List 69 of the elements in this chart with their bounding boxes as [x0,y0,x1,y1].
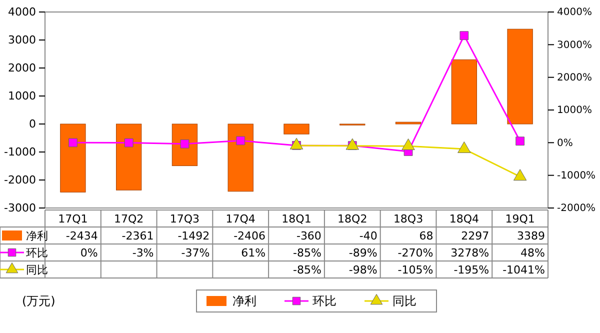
point [236,136,246,146]
data-label: -37% [181,246,210,260]
data-label: 48% [520,246,545,260]
text: 同比 [26,263,48,276]
data-label: -2361 [122,229,154,242]
point [68,138,78,148]
data-label: -85% [293,246,322,260]
y2-tick-label: -2000% [557,203,596,214]
point [513,169,527,181]
data-label: -2434 [66,229,98,242]
y2-tick-label: 4000% [557,7,592,18]
data-label: 61% [241,246,266,260]
x-tick-label: 18Q2 [338,212,368,226]
bar [507,28,533,124]
y-tick-label: 0 [29,118,36,131]
legend-label: 同比 [392,294,416,308]
x-tick-label: 19Q1 [505,212,535,226]
data-label: -98% [348,263,378,276]
bar [451,59,477,124]
text: 环比 [312,294,336,308]
text: (万元) [22,294,56,308]
data-label: -85% [293,263,322,276]
data-label: -270% [398,246,434,260]
data-label: 3389 [517,229,545,242]
data-label: 68 [419,229,434,242]
x-tick-label: 17Q2 [114,212,144,226]
text: 净利 [232,294,256,308]
x-tick-label: 17Q1 [58,212,88,226]
y2-tick-label: -1000% [557,170,596,182]
data-label: -40 [359,229,378,242]
data-label: -1492 [178,229,210,242]
data-label: 2297 [461,229,490,242]
y2-tick-label: 3000% [557,40,592,51]
data-label: -105% [398,263,434,276]
bar [116,124,142,190]
data-label: -360 [296,229,322,242]
point [460,31,469,40]
bar [172,124,198,166]
point [402,138,415,150]
data-label: 0% [80,246,98,260]
y-tick-label: -2000 [4,174,36,187]
x-tick-label: 18Q4 [449,212,479,226]
y2-tick-label: 0% [557,138,573,149]
bar [60,124,86,192]
bar [228,124,254,192]
data-label: -89% [348,246,378,260]
data-label: -195% [454,263,490,276]
point [180,139,190,148]
y-tick-label: 2000 [8,62,36,75]
data-label: 3278% [450,246,490,260]
y-tick-label: 3000 [8,34,36,47]
point [124,138,134,148]
x-tick-label: 17Q3 [170,212,200,226]
x-tick-label: 17Q4 [226,212,256,226]
data-label: -3% [132,246,154,260]
bar [284,124,310,134]
y2-tick-label: 1000% [557,105,592,116]
x-tick-label: 18Q3 [393,212,424,226]
x-tick-label: 18Q1 [282,212,312,226]
y-tick-label: -1000 [4,146,36,159]
y-tick-label: 1000 [8,90,36,103]
y-tick-label: 4000 [8,6,36,19]
y2-tick-label: 2000% [557,72,592,84]
y-tick-label: -3000 [4,202,36,215]
point [516,136,524,146]
data-label: -2406 [234,229,266,242]
legend-label: 净利 [26,229,48,242]
data-label: -1041% [502,263,545,276]
legend-label: 环比 [26,246,48,260]
